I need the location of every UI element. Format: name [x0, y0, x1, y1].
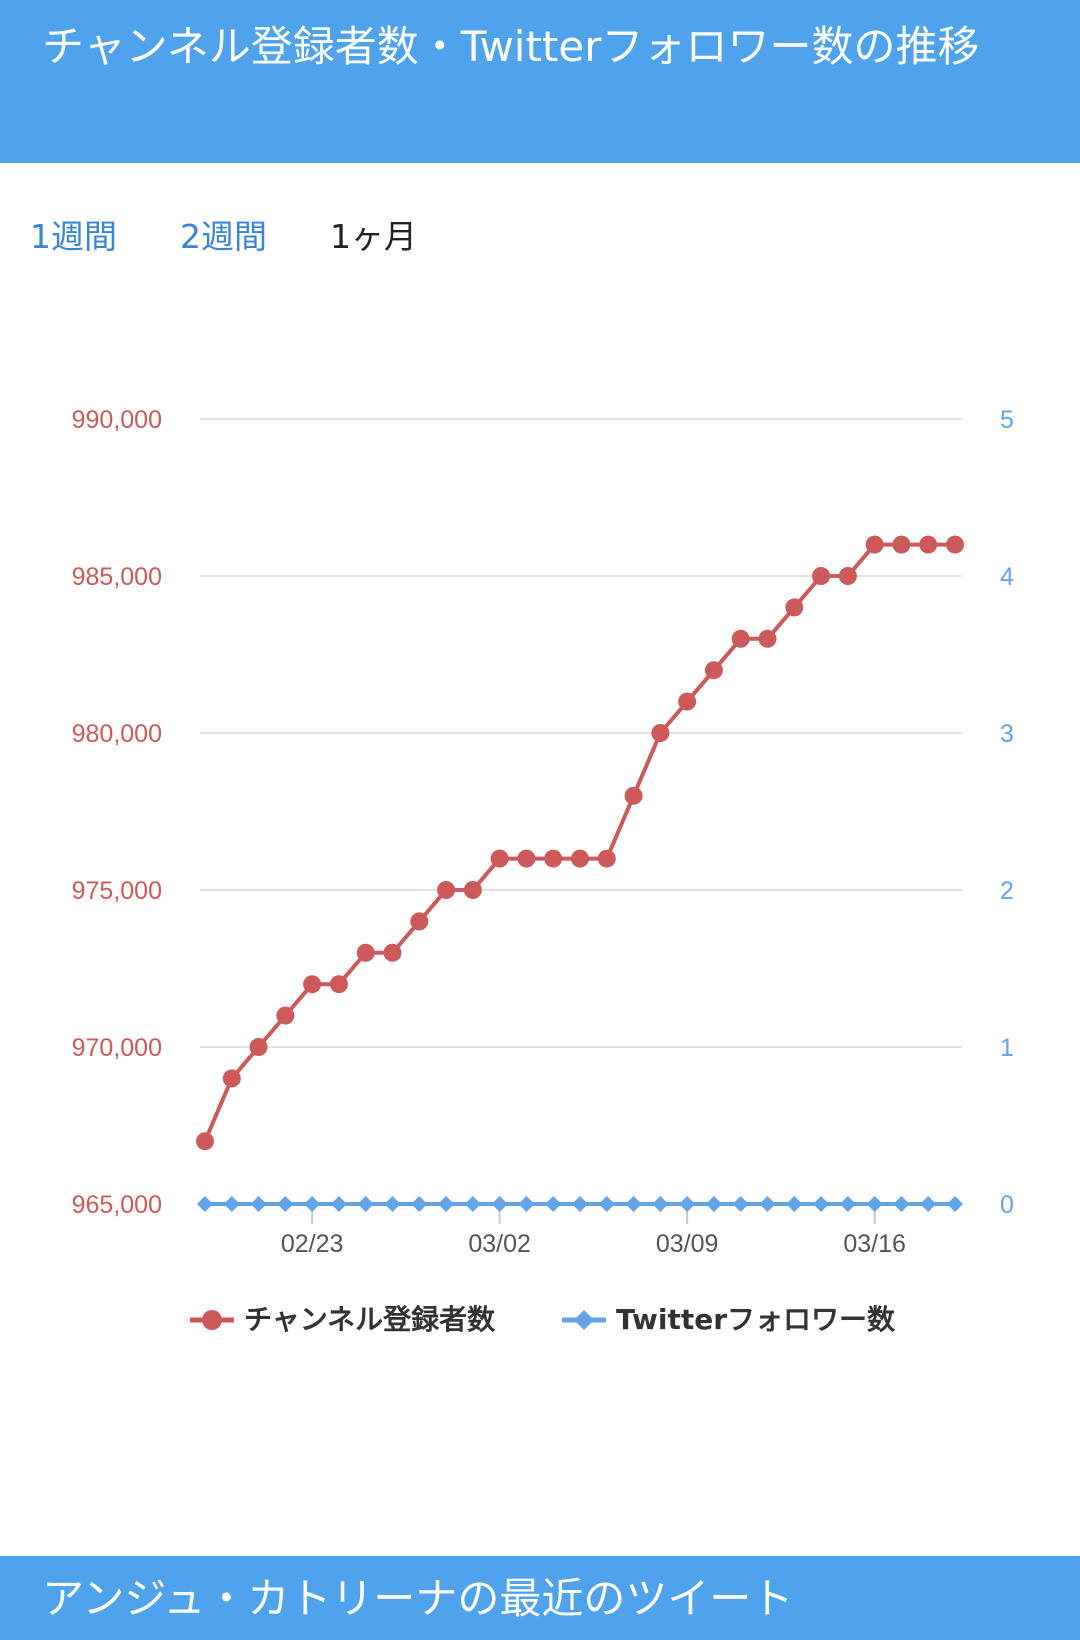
tab-1-week[interactable]: 1週間 [30, 217, 117, 256]
twitter-point [491, 1196, 508, 1212]
twitter-point [947, 1196, 963, 1212]
x-tick-label: 03/02 [468, 1230, 531, 1258]
subscribers-point [517, 849, 536, 868]
twitter-point [839, 1196, 856, 1212]
subscribers-point [892, 535, 911, 554]
twitter-point [250, 1196, 267, 1212]
subscribers-point [946, 535, 964, 554]
twitter-point [705, 1196, 722, 1212]
twitter-point [304, 1196, 321, 1212]
twitter-point [357, 1196, 374, 1212]
subscribers-point [276, 1006, 295, 1025]
subscribers-point [838, 567, 857, 585]
subscribers-point [678, 692, 697, 711]
subscribers-point [410, 912, 429, 931]
twitter-point [679, 1196, 696, 1212]
chart-legend: チャンネル登録者数 Twitterフォロワー数 [0, 1295, 1080, 1345]
twitter-point [277, 1196, 294, 1212]
page-header: チャンネル登録者数・Twitterフォロワー数の推移 [0, 0, 1080, 163]
subscribers-point [383, 943, 402, 962]
tweets-section-header: アンジュ・カトリーナの最近のツイート [0, 1556, 1080, 1640]
y-left-tick-label: 980,000 [72, 720, 162, 748]
twitter-point [920, 1196, 937, 1212]
tab-1-month: 1ヶ月 [330, 217, 417, 256]
twitter-point [625, 1196, 642, 1212]
twitter-point [518, 1196, 535, 1212]
subscribers-point [329, 975, 348, 994]
y-right-tick-label: 2 [1000, 877, 1014, 905]
subscribers-point [785, 598, 804, 617]
twitter-point [866, 1196, 883, 1212]
subscribers-point [463, 881, 482, 899]
subscribers-point [437, 881, 456, 899]
subscribers-series-line [203, 542, 955, 1142]
twitter-point [652, 1196, 669, 1212]
subscribers-point [919, 535, 938, 554]
twitter-point [330, 1196, 347, 1212]
twitter-point [384, 1196, 401, 1212]
twitter-point [438, 1196, 455, 1212]
subscribers-point [222, 1069, 241, 1088]
twitter-point [732, 1196, 749, 1212]
subscribers-point [651, 724, 670, 742]
y-left-tick-label: 975,000 [72, 877, 162, 905]
twitter-point [893, 1196, 910, 1212]
subscribers-point [303, 975, 322, 994]
subscribers-point [597, 849, 616, 868]
subscribers-point [196, 1132, 214, 1151]
twitter-point [598, 1196, 615, 1212]
x-tick-label: 03/09 [656, 1230, 719, 1258]
y-right-tick-label: 1 [1000, 1034, 1014, 1062]
twitter-point [759, 1196, 776, 1212]
y-left-tick-label: 965,000 [72, 1191, 162, 1219]
twitter-point [411, 1196, 428, 1212]
subscribers-point [758, 629, 777, 648]
subscribers-point [249, 1038, 268, 1056]
tab-2-weeks[interactable]: 2週間 [180, 217, 267, 256]
subscribers-point [356, 943, 375, 962]
y-left-tick-label: 970,000 [72, 1034, 162, 1062]
legend-circle-marker [190, 1310, 234, 1330]
subscribers-point [624, 786, 643, 805]
twitter-point [545, 1196, 562, 1212]
chart: 965,000 970,000 975,000 980,000 985,000 990,0… [72, 406, 1014, 1258]
subscribers-point [490, 849, 509, 868]
subscribers-point [812, 567, 831, 585]
twitter-point [197, 1196, 213, 1212]
subscribers-point [865, 535, 884, 554]
twitter-point [786, 1196, 803, 1212]
legend-label-subscribers: チャンネル登録者数 [244, 1303, 496, 1336]
x-tick-label: 02/23 [281, 1230, 344, 1258]
y-left-tick-label: 990,000 [72, 406, 162, 434]
tweets-section-title: アンジュ・カトリーナの最近のツイート [42, 1574, 794, 1623]
subscribers-point [571, 849, 589, 868]
y-right-tick-label: 5 [1000, 406, 1014, 434]
y-left-tick-label: 985,000 [72, 563, 162, 591]
twitter-point [223, 1196, 240, 1212]
y-right-tick-label: 0 [1000, 1191, 1014, 1219]
y-right-tick-label: 3 [1000, 720, 1014, 748]
twitter-point [572, 1196, 588, 1212]
subscribers-point [731, 629, 750, 648]
legend-label-twitter: Twitterフォロワー数 [616, 1303, 896, 1336]
page-title: チャンネル登録者数・Twitterフォロワー数の推移 [42, 22, 980, 71]
legend-diamond-marker [562, 1310, 606, 1330]
x-tick-label: 03/16 [843, 1230, 906, 1258]
subscribers-point [704, 661, 723, 680]
twitter-point [464, 1196, 481, 1212]
y-right-tick-label: 4 [1000, 563, 1014, 591]
twitter-point [813, 1196, 830, 1212]
subscribers-point [544, 849, 563, 868]
